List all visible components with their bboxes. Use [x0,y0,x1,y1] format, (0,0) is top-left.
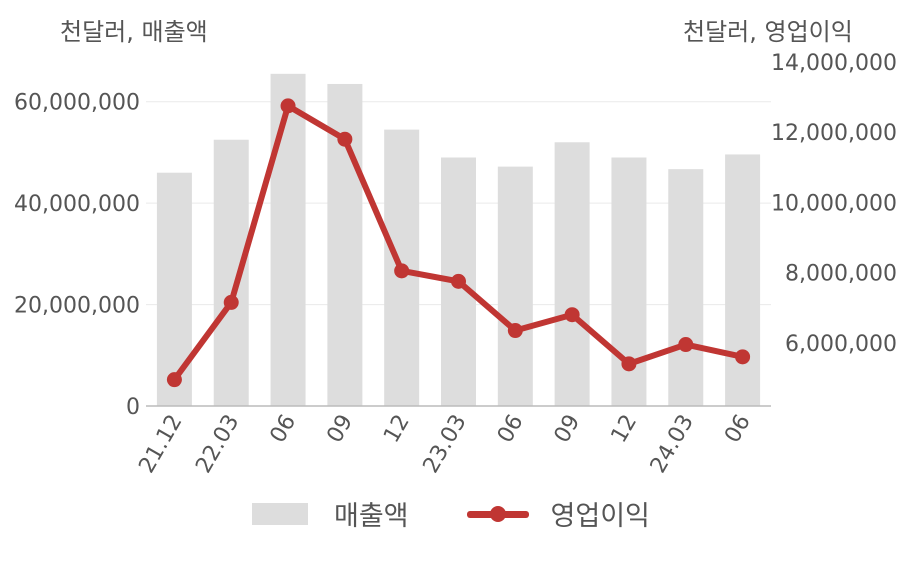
line-point-operating-profit [735,349,751,365]
y-left-tick-label: 40,000,000 [14,192,140,217]
y-right-tick-label: 6,000,000 [785,332,897,357]
bar-sales [668,169,704,406]
y-left-tick-label: 60,000,000 [14,91,140,116]
y-right-tick-label: 12,000,000 [771,121,897,146]
y-right-tick-label: 8,000,000 [785,262,897,287]
y-right-tick-label: 14,000,000 [771,51,897,76]
x-tick-label: 09 [550,411,586,448]
x-tick-label: 21.12 [134,411,187,478]
y-right-tick-label: 10,000,000 [771,191,897,216]
line-point-operating-profit [166,372,182,388]
x-tick-label: 06 [720,411,756,448]
legend-bar-swatch [252,502,308,525]
x-tick-label: 06 [266,411,302,448]
x-tick-label: 06 [493,411,529,448]
bar-sales [156,172,192,406]
x-tick-label: 12 [607,411,643,448]
legend-label-operating-profit: 영업이익 [550,501,650,532]
line-point-operating-profit [280,98,296,114]
line-point-operating-profit [621,356,637,372]
line-point-operating-profit [337,131,353,147]
y-left-tick-label: 0 [126,395,140,420]
x-axis-ticks: 21.12 22.03 06 09 12 23.03 06 09 12 24.03 06 [134,411,755,478]
bar-sales [213,139,249,406]
legend: 매출액 영업이익 [252,494,650,533]
line-point-operating-profit [564,307,580,323]
legend-line-swatch [466,503,529,525]
y-axis-left-ticks: 0 20,000,000 40,000,000 60,000,000 [14,91,140,420]
bar-sales [725,154,761,406]
bar-sales [554,142,590,407]
x-tick-label: 23.03 [419,411,472,478]
line-point-operating-profit [451,273,466,289]
y-left-tick-label: 20,000,000 [14,294,140,319]
left-axis-unit-label: 천달러, 매출액 [60,18,208,46]
right-axis-unit-label: 천달러, 영업이익 [683,18,853,46]
x-tick-label: 24.03 [646,411,699,478]
line-point-operating-profit [223,294,239,310]
y-axis-right-ticks: 6,000,000 8,000,000 10,000,000 12,000,000 14… [771,51,897,357]
bar-sales [270,73,306,407]
x-tick-label: 12 [379,411,415,448]
legend-label-sales: 매출액 [334,501,409,532]
x-tick-label: 22.03 [191,411,244,478]
bar-sales [497,166,533,406]
line-point-operating-profit [678,337,694,353]
x-tick-label: 09 [322,411,358,448]
line-series [166,98,751,388]
line-point-operating-profit [394,263,410,279]
line-point-operating-profit [507,323,523,339]
